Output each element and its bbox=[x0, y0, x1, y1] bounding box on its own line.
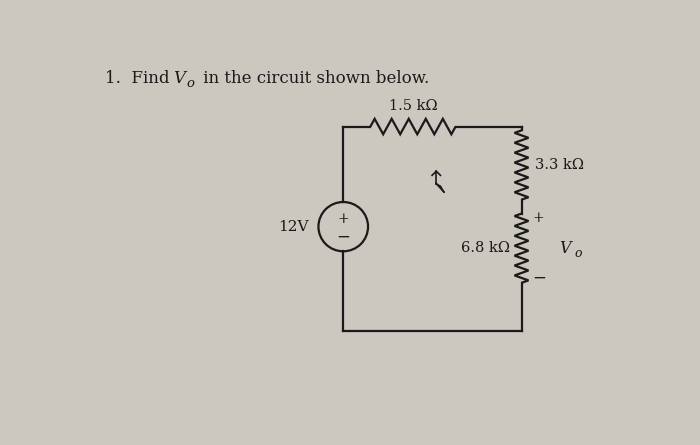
Text: +: + bbox=[337, 212, 349, 226]
Text: o: o bbox=[187, 77, 195, 90]
Text: −: − bbox=[532, 270, 546, 287]
Text: 3.3 kΩ: 3.3 kΩ bbox=[536, 158, 584, 172]
Text: 6.8 kΩ: 6.8 kΩ bbox=[461, 241, 510, 255]
Text: 1.  Find: 1. Find bbox=[104, 70, 174, 87]
Text: V: V bbox=[559, 240, 570, 257]
Text: in the circuit shown below.: in the circuit shown below. bbox=[197, 70, 429, 87]
Text: −: − bbox=[336, 228, 350, 245]
Text: o: o bbox=[574, 247, 582, 260]
Text: 12V: 12V bbox=[278, 220, 309, 234]
Text: +: + bbox=[532, 211, 544, 225]
Text: 1.5 kΩ: 1.5 kΩ bbox=[389, 99, 438, 113]
Text: V: V bbox=[173, 70, 185, 87]
